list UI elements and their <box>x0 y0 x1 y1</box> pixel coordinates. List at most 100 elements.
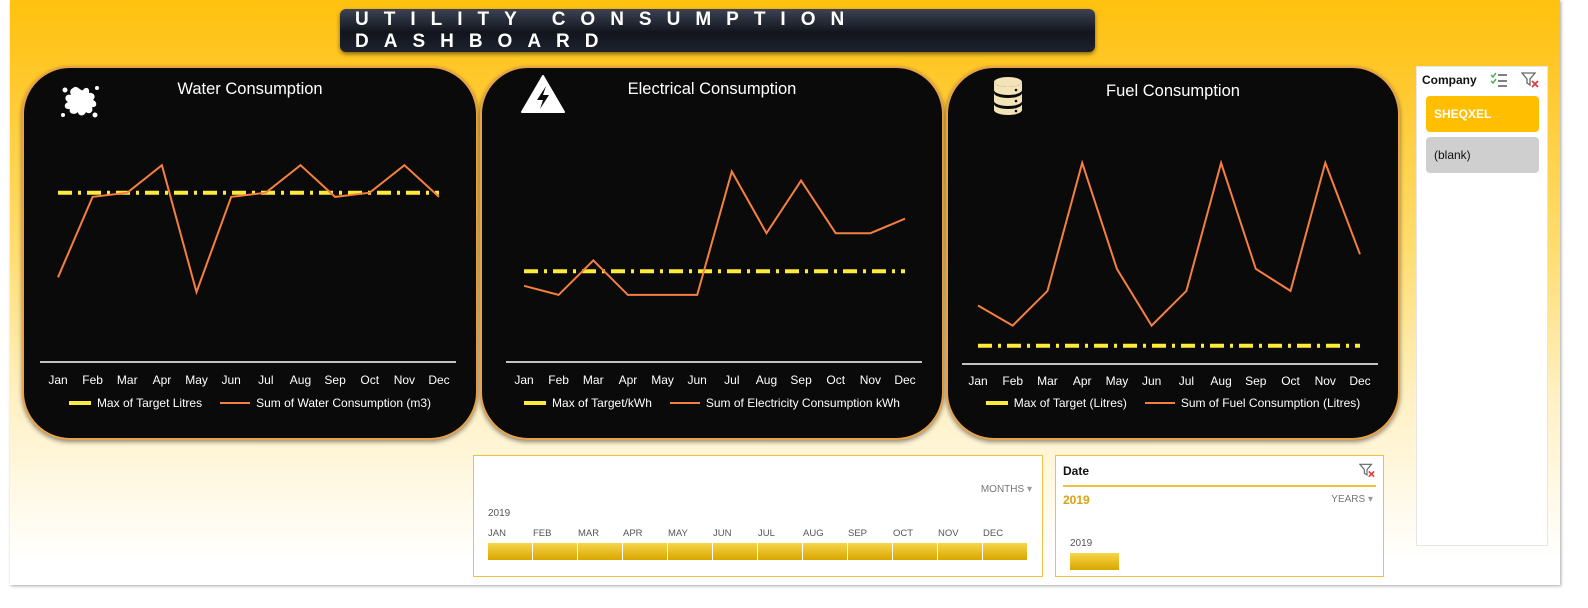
high-voltage-icon <box>521 75 565 113</box>
splash-icon <box>61 86 99 118</box>
x-tick-label: Nov <box>1314 374 1336 388</box>
sum-swatch <box>669 402 700 404</box>
x-tick-label: Oct <box>826 373 846 387</box>
timeline-month-segment[interactable] <box>803 543 848 560</box>
slicer-header: Company <box>1422 73 1477 87</box>
slicer-item-sheqxel[interactable]: SHEQXEL <box>1426 96 1539 132</box>
x-tick-label: Dec <box>894 373 916 387</box>
time-level-dropdown[interactable]: MONTHS ▾ <box>981 484 1032 495</box>
x-tick-label: Aug <box>289 373 312 387</box>
fuel-line-chart <box>962 159 1378 365</box>
water-line-chart <box>40 163 456 363</box>
timeline-month-segment[interactable] <box>578 543 623 560</box>
timeline-month-segment[interactable] <box>893 543 938 560</box>
chart-legend: Max of Target Litres Sum of Water Consum… <box>24 396 476 410</box>
x-tick-label: Jun <box>687 373 707 387</box>
x-tick-label: Feb <box>1002 374 1024 388</box>
timeline-month-segment[interactable] <box>533 543 578 560</box>
x-tick-label: Jul <box>724 373 740 387</box>
timeline-month-segment[interactable] <box>623 543 668 560</box>
multi-select-icon[interactable] <box>1490 72 1508 88</box>
database-icon <box>994 77 1022 115</box>
timeline-month-label: NOV <box>938 528 959 539</box>
x-tick-label: Mar <box>116 373 138 387</box>
x-tick-label: Sep <box>790 373 812 387</box>
x-tick-label: May <box>185 373 208 387</box>
electrical-consumption-card[interactable]: Electrical Consumption Jan Feb Mar Apr May Ju… <box>480 66 944 440</box>
x-tick-label: Aug <box>755 373 778 387</box>
x-tick-label: Mar <box>1037 374 1058 388</box>
sum-series-line <box>977 159 1361 328</box>
x-tick-label: Dec <box>428 373 450 387</box>
timeline-month-segment[interactable] <box>983 543 1028 560</box>
time-level-label: YEARS <box>1331 494 1366 505</box>
x-tick-label: Jan <box>48 373 68 387</box>
legend-target: Max of Target Litres <box>68 396 203 410</box>
x-tick-label: Aug <box>1210 374 1232 388</box>
timeline-month-label: MAY <box>668 528 688 539</box>
legend-sum: Sum of Electricity Consumption kWh <box>669 396 900 410</box>
sum-swatch <box>220 402 251 404</box>
target-swatch <box>985 401 1008 405</box>
chevron-down-icon: ▾ <box>1367 494 1373 505</box>
company-slicer: Company SHEQXEL (blank) <box>1416 66 1548 546</box>
timeline-month-segment[interactable] <box>758 543 803 560</box>
x-tick-label: Jun <box>1141 374 1162 388</box>
x-tick-label: Nov <box>859 373 882 387</box>
x-tick-label: Jan <box>968 374 988 388</box>
x-tick-label: Jun <box>221 373 241 387</box>
x-tick-label: Oct <box>360 373 380 387</box>
months-timeline: MONTHS ▾ 2019 JAN FEB MAR APR MAY JUN JUL AUG SE… <box>473 455 1043 577</box>
clear-filter-icon[interactable] <box>1359 463 1375 478</box>
legend-sum: Sum of Fuel Consumption (Litres) <box>1144 396 1361 410</box>
divider <box>1063 485 1376 487</box>
sum-swatch <box>1144 402 1175 404</box>
timeline-month-label: APR <box>623 528 643 539</box>
legend-sum-label: Sum of Electricity Consumption kWh <box>705 396 900 410</box>
timeline-month-label: DEC <box>983 528 1004 539</box>
timeline-month-label: SEP <box>848 528 868 539</box>
chart-legend: Max of Target/kWh Sum of Electricity Con… <box>482 396 942 410</box>
slicer-item-blank[interactable]: (blank) <box>1426 137 1539 173</box>
fuel-consumption-card[interactable]: Fuel Consumption Jan Feb Mar Apr May Jun Jul Au… <box>946 66 1400 440</box>
time-level-dropdown[interactable]: YEARS ▾ <box>1331 494 1373 505</box>
timeline-month-segment[interactable] <box>713 543 758 560</box>
year-label: 2019 <box>1070 538 1093 549</box>
timeline-month-segment[interactable] <box>488 543 533 560</box>
dashboard-title: UTILITY CONSUMPTION DASHBOARD <box>355 8 860 52</box>
date-timeline: Date 2019 YEARS ▾ 2019 <box>1055 455 1384 577</box>
timeline-month-label: JAN <box>488 528 506 539</box>
time-level-label: MONTHS <box>980 484 1025 495</box>
legend-target: Max of Target (Litres) <box>985 396 1127 410</box>
water-consumption-card[interactable]: Water Consumption Jan Feb Mar Apr May Jun Jul A… <box>22 66 478 440</box>
timeline-selection-bar[interactable] <box>488 543 1028 560</box>
x-tick-label: Dec <box>1349 374 1371 388</box>
chevron-down-icon: ▾ <box>1026 484 1032 495</box>
timeline-month-label: MAR <box>578 528 600 539</box>
sum-series-line <box>57 163 440 296</box>
legend-target-label: Max of Target (Litres) <box>1013 396 1127 410</box>
x-tick-label: Sep <box>1245 374 1267 388</box>
timeline-month-label: OCT <box>893 528 914 539</box>
legend-target-label: Max of Target Litres <box>96 396 203 410</box>
timeline-month-label: FEB <box>533 528 552 539</box>
timeline-month-segment[interactable] <box>668 543 713 560</box>
timeline-month-segment[interactable] <box>848 543 893 560</box>
electrical-line-chart <box>506 168 922 363</box>
timeline-year: 2019 <box>488 508 511 519</box>
x-tick-label: Jul <box>258 373 274 387</box>
x-tick-label: Apr <box>1072 374 1092 388</box>
timeline-month-segment[interactable] <box>938 543 983 560</box>
chart-title: Water Consumption <box>177 80 323 98</box>
clear-filter-icon[interactable] <box>1521 72 1539 88</box>
dashboard-title-bar: UTILITY CONSUMPTION DASHBOARD <box>340 9 1095 52</box>
target-swatch <box>68 401 91 405</box>
legend-sum-label: Sum of Water Consumption (m3) <box>256 396 432 410</box>
chart-title: Electrical Consumption <box>627 80 797 98</box>
year-selection-bar[interactable] <box>1070 553 1119 570</box>
target-swatch <box>524 401 547 405</box>
sum-series-line <box>523 168 906 297</box>
chart-legend: Max of Target (Litres) Sum of Fuel Consu… <box>948 396 1398 410</box>
timeline-month-label: JUL <box>758 528 775 539</box>
legend-sum-label: Sum of Fuel Consumption (Litres) <box>1180 396 1361 410</box>
